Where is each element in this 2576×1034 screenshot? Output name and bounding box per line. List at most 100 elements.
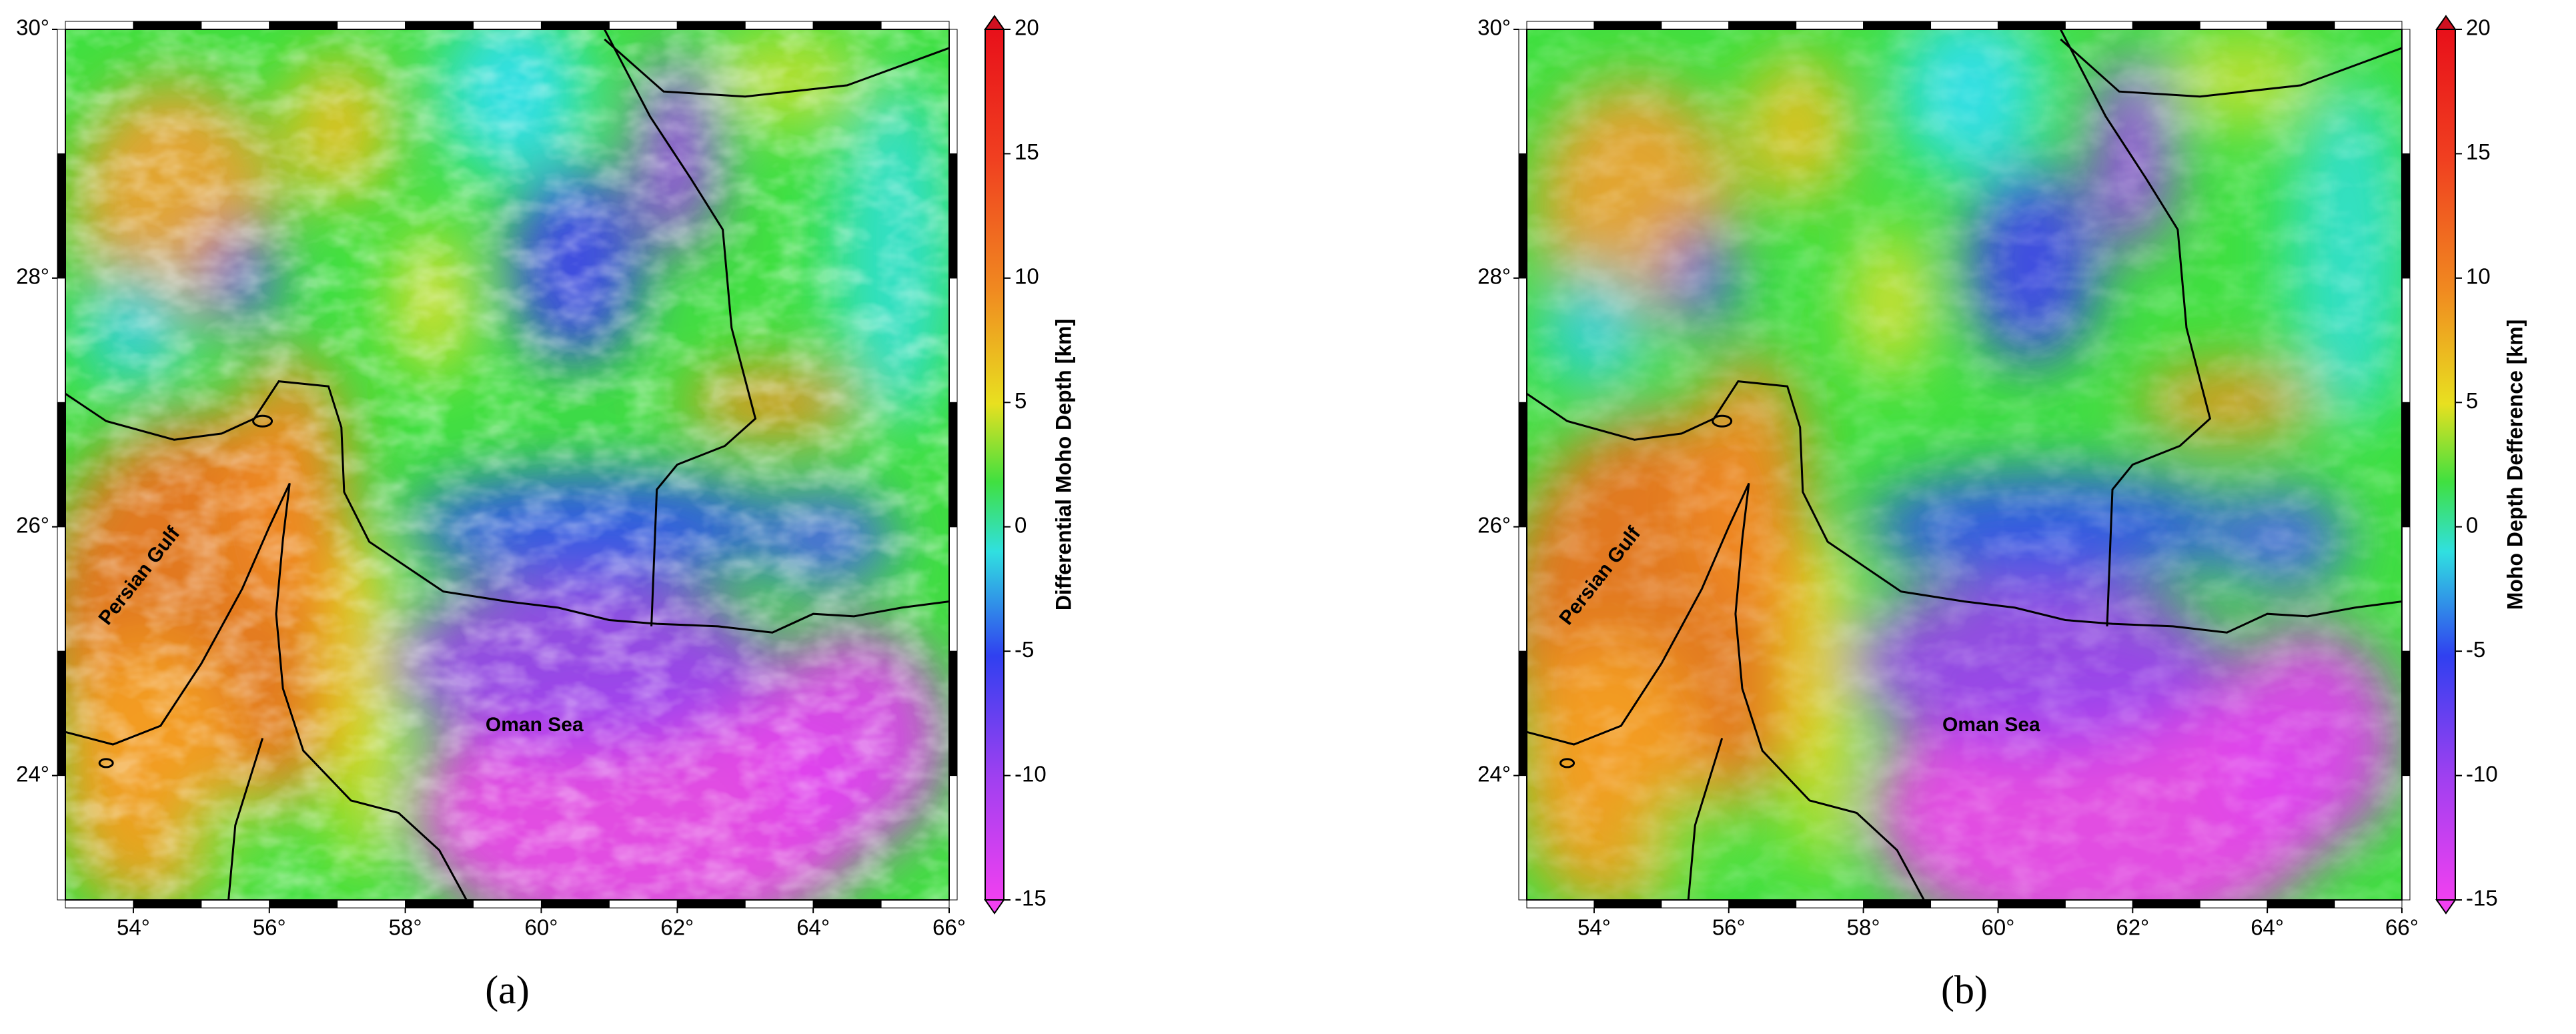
frame-bar (1728, 899, 1797, 909)
x-tick-label: 62° (2116, 915, 2149, 940)
frame-bar (608, 21, 678, 30)
frame-bar (1863, 21, 1932, 30)
colorbar-arrow (2435, 15, 2457, 30)
colorbar-tick-label: 15 (1015, 139, 1039, 164)
frame-bar (1518, 650, 1527, 777)
colorbar-tick-label: 20 (1015, 15, 1039, 40)
island (98, 758, 114, 768)
x-tick-label: 64° (2250, 915, 2284, 940)
frame-bar (608, 899, 678, 909)
frame-bar (201, 899, 270, 909)
colorbar-tick-label: 5 (2466, 388, 2478, 413)
frame-bar (1728, 21, 1797, 30)
frame-bar (57, 775, 66, 901)
frame-bar (1518, 402, 1527, 528)
frame-bar (57, 278, 66, 403)
colorbar-tick-label: 0 (1015, 512, 1027, 537)
frame-bar (2132, 21, 2200, 30)
colorbar (2436, 29, 2456, 901)
place-label: Oman Sea (486, 714, 584, 736)
frame-bar (1593, 899, 1662, 909)
frame-bar (2267, 21, 2335, 30)
frame-bar (744, 21, 814, 30)
frame-bar (948, 650, 958, 777)
coastline (1527, 380, 2402, 634)
frame-bar (676, 21, 746, 30)
colorbar-tick-label: 10 (1015, 264, 1039, 289)
frame-bar (2401, 526, 2411, 652)
frame-bar (133, 899, 202, 909)
frame-bar (812, 21, 882, 30)
frame-bar (2334, 899, 2403, 909)
x-tick-label: 56° (253, 915, 286, 940)
y-tick-label: 24° (16, 761, 49, 786)
frame-bar (337, 899, 406, 909)
colorbar-tick-label: -10 (2466, 761, 2498, 786)
frame-bar (2132, 899, 2200, 909)
coastline (2059, 29, 2212, 626)
frame-bar (2064, 899, 2133, 909)
x-tick-label: 60° (525, 915, 558, 940)
frame-bar (948, 278, 958, 403)
frame-bar (2267, 899, 2335, 909)
island (1712, 414, 1733, 428)
frame-bar (1526, 21, 1595, 30)
colorbar-label: Moho Depth Defference [km] (2503, 320, 2527, 610)
x-tick-label: 54° (1577, 915, 1611, 940)
frame-bar (1518, 153, 1527, 279)
frame-bar (1518, 278, 1527, 403)
frame-bar (337, 21, 406, 30)
colorbar-arrow (2435, 899, 2457, 915)
map-image (65, 29, 949, 900)
frame-bar (57, 402, 66, 528)
y-tick-label: 28° (16, 264, 49, 289)
frame-bar (201, 21, 270, 30)
frame-bar (405, 899, 474, 909)
x-tick-label: 54° (117, 915, 150, 940)
place-label: Oman Sea (1942, 714, 2040, 736)
x-tick-label: 66° (932, 915, 966, 940)
colorbar-tick-label: 20 (2466, 15, 2491, 40)
frame (65, 29, 950, 901)
frame-bar (57, 153, 66, 279)
y-tick-label: 24° (1477, 761, 1511, 786)
frame-bar (269, 899, 338, 909)
coastline (65, 380, 949, 634)
panel-label: (b) (1941, 968, 1988, 1012)
frame-bar (2199, 899, 2268, 909)
island (1559, 758, 1575, 768)
frame-bar (2401, 29, 2411, 154)
frame-bar (1661, 899, 1730, 909)
x-tick-label: 62° (660, 915, 694, 940)
map-panel: 54° 56° 58° 60° 62° 64° 66°24°26°28°30°Persian… (1477, 15, 2527, 1012)
frame-bar (1518, 29, 1527, 154)
frame-bar (540, 899, 610, 909)
colorbar-tick-label: 15 (2466, 139, 2491, 164)
y-tick-label: 30° (1477, 15, 1511, 40)
colorbar-tick-label: -15 (2466, 886, 2498, 911)
frame-bar (1930, 21, 1998, 30)
colorbar (985, 29, 1005, 901)
y-tick-label: 28° (1477, 264, 1511, 289)
frame-bar (2401, 650, 2411, 777)
frame-bar (2401, 402, 2411, 528)
coastline (227, 738, 264, 900)
frame-bar (1930, 899, 1998, 909)
island (252, 414, 273, 428)
frame-bar (676, 899, 746, 909)
panel-label: (a) (485, 968, 530, 1012)
frame-bar (880, 21, 950, 30)
frame-bar (948, 526, 958, 652)
frame-bar (65, 899, 134, 909)
frame-bar (57, 650, 66, 777)
frame (1526, 29, 2403, 901)
colorbar-tick-label: 0 (2466, 512, 2478, 537)
map-panel: 54° 56° 58° 60° 62° 64° 66°24°26°28°30°Persian… (16, 15, 1075, 1012)
x-tick-label: 58° (1847, 915, 1880, 940)
colorbar-tick-label: -5 (1015, 637, 1034, 662)
frame-bar (1997, 899, 2066, 909)
x-tick-label: 58° (389, 915, 422, 940)
frame-bar (473, 21, 542, 30)
frame-bar (880, 899, 950, 909)
x-tick-label: 66° (2385, 915, 2419, 940)
